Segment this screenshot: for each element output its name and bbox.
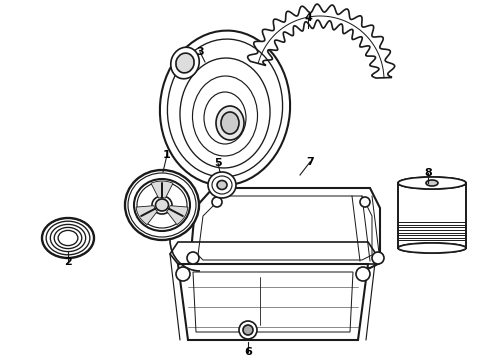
Polygon shape bbox=[151, 181, 173, 198]
Text: 4: 4 bbox=[304, 13, 312, 23]
Ellipse shape bbox=[125, 170, 199, 240]
Text: 8: 8 bbox=[424, 168, 432, 178]
Polygon shape bbox=[136, 206, 157, 225]
Circle shape bbox=[243, 325, 253, 335]
Ellipse shape bbox=[426, 180, 438, 186]
Ellipse shape bbox=[221, 112, 239, 134]
Text: 1: 1 bbox=[163, 150, 171, 160]
Text: 6: 6 bbox=[244, 347, 252, 357]
Ellipse shape bbox=[155, 199, 169, 211]
Circle shape bbox=[187, 252, 199, 264]
Circle shape bbox=[356, 267, 370, 281]
Ellipse shape bbox=[429, 181, 435, 184]
Ellipse shape bbox=[42, 218, 94, 258]
Ellipse shape bbox=[134, 179, 190, 231]
Text: 7: 7 bbox=[306, 157, 314, 167]
Ellipse shape bbox=[171, 47, 199, 79]
Ellipse shape bbox=[426, 180, 438, 186]
Polygon shape bbox=[247, 4, 394, 78]
Ellipse shape bbox=[398, 177, 466, 189]
Ellipse shape bbox=[217, 180, 227, 189]
Circle shape bbox=[360, 197, 370, 207]
Ellipse shape bbox=[208, 172, 236, 198]
Text: 2: 2 bbox=[64, 257, 72, 267]
Text: 3: 3 bbox=[196, 47, 204, 57]
Polygon shape bbox=[170, 242, 376, 264]
FancyBboxPatch shape bbox=[398, 183, 466, 248]
Polygon shape bbox=[178, 264, 368, 340]
Ellipse shape bbox=[176, 53, 194, 73]
Polygon shape bbox=[167, 206, 188, 225]
Ellipse shape bbox=[152, 196, 172, 214]
Ellipse shape bbox=[160, 31, 290, 185]
Ellipse shape bbox=[398, 243, 466, 253]
Ellipse shape bbox=[398, 177, 466, 189]
Ellipse shape bbox=[398, 243, 466, 253]
Ellipse shape bbox=[216, 106, 244, 140]
Circle shape bbox=[176, 267, 190, 281]
Polygon shape bbox=[190, 188, 380, 268]
Circle shape bbox=[239, 321, 257, 339]
Circle shape bbox=[212, 197, 222, 207]
Text: 5: 5 bbox=[214, 158, 222, 168]
Circle shape bbox=[372, 252, 384, 264]
